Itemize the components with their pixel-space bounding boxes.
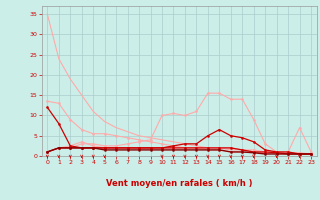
X-axis label: Vent moyen/en rafales ( km/h ): Vent moyen/en rafales ( km/h ) bbox=[106, 179, 252, 188]
